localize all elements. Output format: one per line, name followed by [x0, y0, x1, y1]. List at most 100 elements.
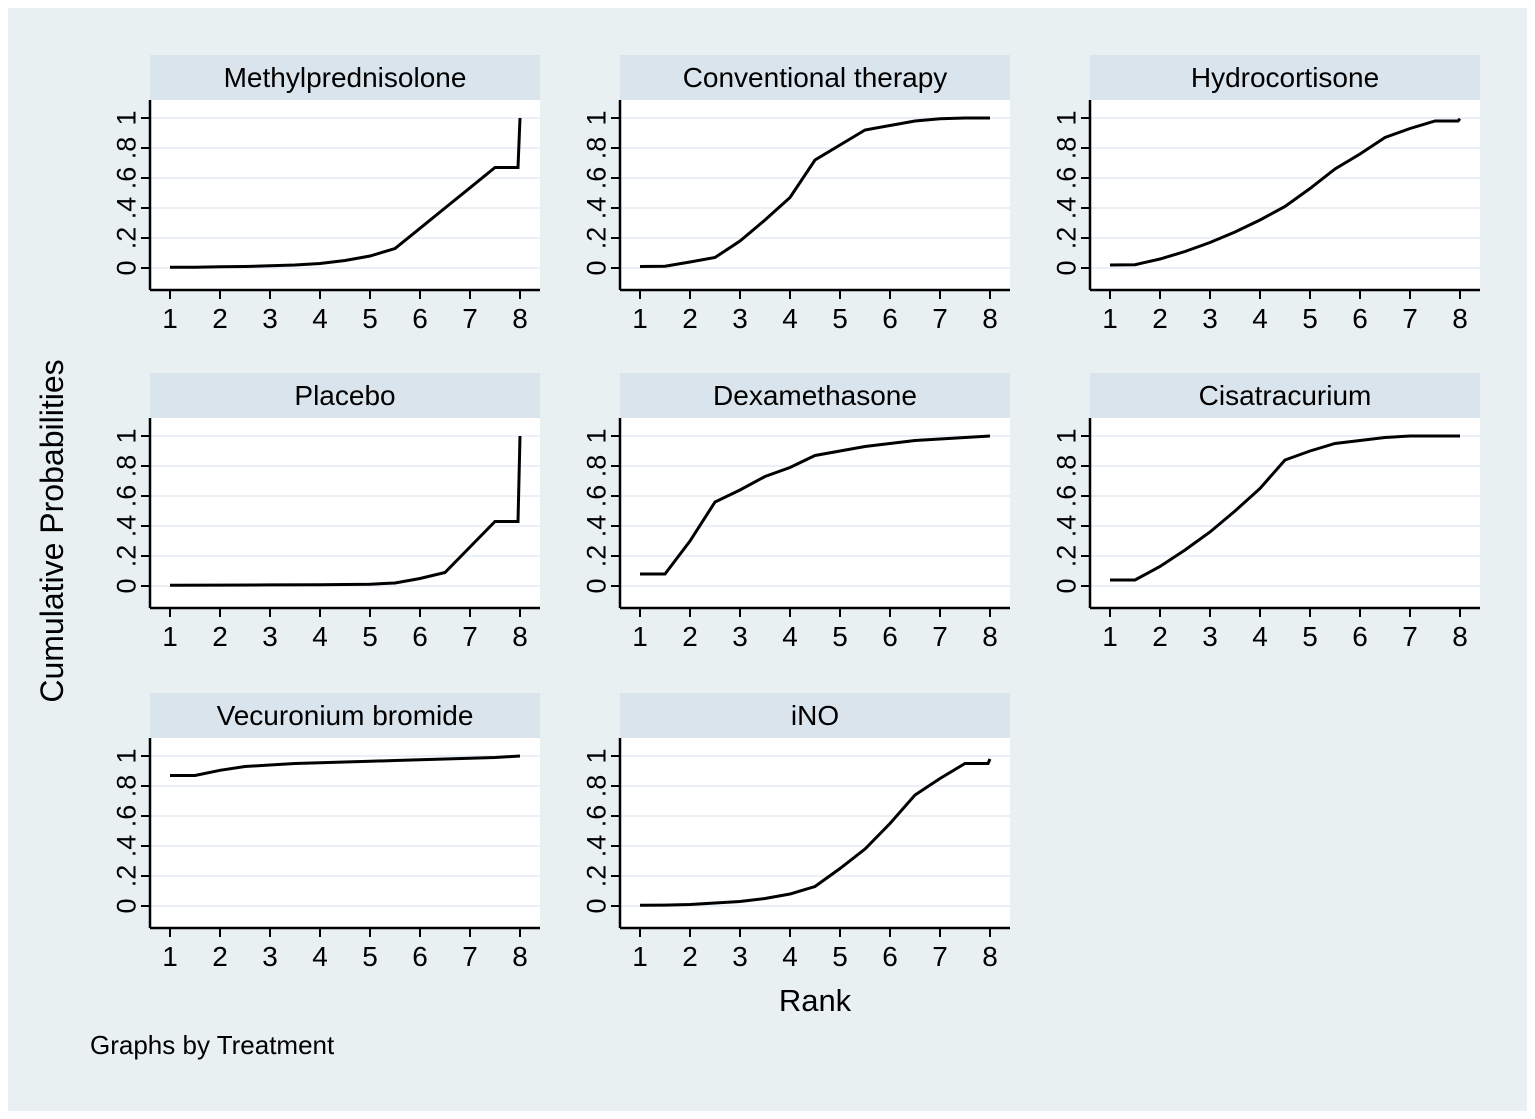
panel-title: iNO [620, 693, 1010, 738]
y-tick-label: .8 [581, 455, 611, 478]
y-tick-label: .6 [581, 485, 611, 508]
x-tick-label: 8 [512, 941, 528, 972]
y-tick-label: 1 [1051, 428, 1081, 443]
x-tick-label: 6 [412, 941, 428, 972]
x-tick-label: 1 [1102, 621, 1118, 652]
x-tick-label: 6 [412, 621, 428, 652]
y-axis-title: Cumulative Probabilities [34, 359, 70, 703]
plot-background [150, 100, 540, 290]
y-tick-label: .6 [111, 167, 141, 190]
x-axis-title: Rank [778, 983, 852, 1018]
y-tick-label: .6 [111, 485, 141, 508]
series-line [639, 116, 990, 268]
panel-plot: 0 .2 .4 .6 .8 1 1 2 3 4 5 6 7 8 [111, 738, 540, 972]
x-tick-label: 5 [362, 941, 378, 972]
x-tick-label: 8 [982, 941, 998, 972]
panel-plot: 0 .2 .4 .6 .8 1 1 2 3 4 5 6 7 8 [111, 100, 540, 334]
x-tick-label: 8 [512, 303, 528, 334]
y-tick-label: 1 [1051, 110, 1081, 125]
x-tick-label: 8 [512, 621, 528, 652]
panel-cisatracurium: Cisatracurium 0 .2 .4 .6 .8 1 1 2 3 4 5 6 7 8 [1028, 373, 1480, 658]
x-tick-label: 5 [1302, 621, 1318, 652]
x-tick-label: 4 [312, 303, 328, 334]
x-tick-label: 4 [1252, 303, 1268, 334]
x-tick-label: 4 [1252, 621, 1268, 652]
series-line [1110, 434, 1460, 582]
panel-ino: iNO 0 .2 .4 .6 .8 1 1 2 3 4 5 6 7 8 [558, 693, 1010, 978]
x-tick-label: 5 [362, 303, 378, 334]
y-tick-label: .2 [111, 865, 141, 888]
y-tick-label: 0 [1051, 578, 1081, 593]
plot-background [1090, 100, 1480, 290]
series-line [170, 117, 522, 269]
x-tick-label: 1 [632, 303, 648, 334]
x-tick-label: 2 [682, 941, 698, 972]
y-tick-label: .4 [111, 835, 141, 858]
y-tick-label: .8 [111, 455, 141, 478]
x-tick-label: 5 [832, 941, 848, 972]
panel-hydrocortisone: Hydrocortisone 0 .2 .4 .6 .8 1 1 2 3 4 5 6 7 8 [1028, 55, 1480, 340]
plot-background [1090, 418, 1480, 608]
x-tick-label: 6 [1352, 621, 1368, 652]
y-tick-label: .6 [1051, 485, 1081, 508]
y-tick-label: 0 [111, 260, 141, 275]
x-tick-label: 6 [882, 621, 898, 652]
x-tick-label: 3 [1202, 621, 1218, 652]
y-tick-label: .2 [1051, 227, 1081, 250]
x-tick-label: 3 [732, 621, 748, 652]
x-tick-label: 7 [462, 941, 478, 972]
x-tick-label: 3 [732, 303, 748, 334]
x-tick-label: 7 [932, 621, 948, 652]
x-tick-label: 4 [312, 621, 328, 652]
y-tick-label: .4 [111, 515, 141, 538]
panel-title: Vecuronium bromide [150, 693, 540, 738]
plot-background [150, 738, 540, 928]
x-tick-label: 2 [212, 941, 228, 972]
series-line [639, 758, 992, 907]
panel-placebo: Placebo 0 .2 .4 .6 .8 1 1 2 3 4 5 6 7 8 [88, 373, 540, 658]
panel-plot: 0 .2 .4 .6 .8 1 1 2 3 4 5 6 7 8 [111, 418, 540, 652]
panel-title: Dexamethasone [620, 373, 1010, 418]
y-tick-label: .6 [111, 805, 141, 828]
y-tick-label: .2 [111, 227, 141, 250]
x-tick-label: 1 [162, 941, 178, 972]
x-tick-label: 3 [1202, 303, 1218, 334]
y-tick-label: .2 [581, 227, 611, 250]
panel-plot: 0 .2 .4 .6 .8 1 1 2 3 4 5 6 7 8 [1051, 100, 1480, 334]
x-tick-label: 3 [262, 621, 278, 652]
y-tick-label: .4 [111, 197, 141, 220]
y-tick-label: 1 [581, 428, 611, 443]
y-tick-label: .2 [1051, 545, 1081, 568]
x-tick-label: 1 [632, 941, 648, 972]
x-tick-label: 6 [1352, 303, 1368, 334]
y-tick-label: .8 [1051, 137, 1081, 160]
panel-plot: 0 .2 .4 .6 .8 1 1 2 3 4 5 6 7 8 [1051, 418, 1480, 652]
x-tick-label: 1 [1102, 303, 1118, 334]
y-tick-label: .8 [111, 775, 141, 798]
x-tick-label: 5 [832, 621, 848, 652]
panel-conventional-therapy: Conventional therapy 0 .2 .4 .6 .8 1 1 2 3 4 5 6 7 8 [558, 55, 1010, 340]
y-tick-label: .6 [581, 167, 611, 190]
x-tick-label: 8 [1452, 621, 1468, 652]
y-tick-label: 1 [111, 428, 141, 443]
y-tick-label: .8 [581, 775, 611, 798]
panel-title: Conventional therapy [620, 55, 1010, 100]
x-tick-label: 3 [732, 941, 748, 972]
x-tick-label: 7 [462, 303, 478, 334]
y-tick-label: 1 [111, 748, 141, 763]
y-tick-label: 0 [1051, 260, 1081, 275]
x-tick-label: 7 [932, 303, 948, 334]
panel-plot: 0 .2 .4 .6 .8 1 1 2 3 4 5 6 7 8 [581, 738, 1010, 972]
x-tick-label: 5 [362, 621, 378, 652]
x-tick-label: 2 [212, 621, 228, 652]
x-tick-label: 1 [162, 303, 178, 334]
panel-title: Hydrocortisone [1090, 55, 1480, 100]
y-tick-label: 0 [581, 260, 611, 275]
series-line [169, 435, 522, 587]
x-tick-label: 7 [1402, 303, 1418, 334]
y-tick-label: 0 [581, 898, 611, 913]
x-tick-label: 7 [462, 621, 478, 652]
series-line [1109, 117, 1462, 267]
y-tick-label: .8 [581, 137, 611, 160]
